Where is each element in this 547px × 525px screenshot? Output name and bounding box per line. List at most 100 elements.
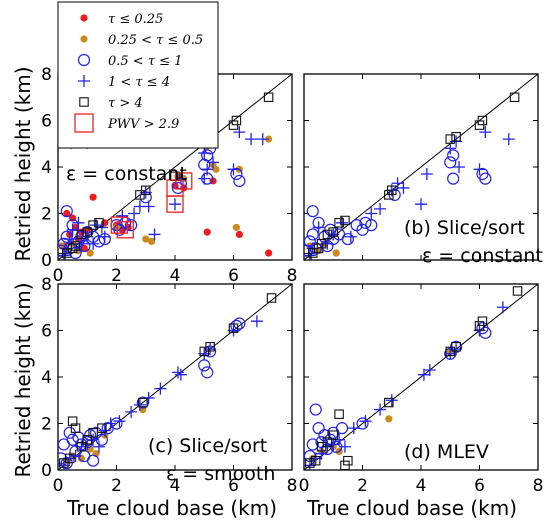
x-tick-label: 8	[287, 266, 298, 286]
point-tau_1_4	[128, 207, 141, 220]
point-tau_gt_4	[340, 215, 350, 226]
point-tau_025_05	[332, 249, 340, 257]
point-tau_1_4	[198, 147, 211, 160]
point-tau_gt_4	[334, 218, 344, 228]
point-tau_gt_4	[386, 185, 397, 196]
point-tau_gt_4	[451, 342, 461, 352]
point-tau_gt_4	[70, 423, 81, 433]
points	[58, 293, 277, 470]
x-tick-label: 4	[416, 476, 427, 496]
point-tau_gt_4	[138, 397, 148, 408]
point-pwv	[110, 216, 129, 234]
point-tau_gt_4	[266, 293, 277, 303]
point-tau_1_4	[374, 403, 387, 416]
x-tick-label: 0	[53, 476, 64, 496]
legend-entry: 1 < τ ≤ 4	[78, 75, 170, 90]
point-tau_1_4	[359, 415, 372, 428]
point-tau_05_1	[306, 228, 319, 241]
legend-entry: 0.25 < τ ≤ 0.5	[80, 33, 203, 48]
point-tau_le_025	[80, 244, 88, 252]
x-tick-label: 2	[111, 476, 122, 496]
panel-label-d: (d) MLEV	[404, 441, 489, 463]
point-tau_gt_4	[477, 316, 488, 326]
y-tick-label: 8	[41, 275, 52, 295]
panel-label-b: (b) Slice/sort	[404, 217, 525, 239]
point-tau_gt_4	[328, 430, 338, 440]
panel-label-c: (c) Slice/sort	[148, 435, 267, 457]
point-tau_1_4	[473, 163, 486, 176]
point-tau_1_4	[365, 207, 378, 220]
point-tau_gt_4	[334, 409, 344, 419]
point-tau_gt_4	[67, 243, 78, 254]
point-tau_1_4	[321, 237, 334, 250]
legend-marker	[74, 113, 94, 133]
legend-box	[57, 1, 219, 149]
point-tau_gt_4	[263, 92, 274, 103]
x-tick-label: 6	[228, 266, 239, 286]
legend-marker	[77, 53, 91, 67]
point-tau_1_4	[385, 394, 398, 407]
point-tau_gt_4	[231, 115, 242, 126]
y-tick-label: 6	[41, 112, 52, 132]
x-tick-label: 0	[299, 476, 310, 496]
point-tau_1_4	[502, 133, 515, 146]
point-tau_le_025	[235, 230, 243, 239]
point-tau_025_05	[385, 415, 393, 423]
legend-marker	[79, 97, 89, 107]
point-tau_1_4	[58, 249, 70, 260]
point-tau_1_4	[148, 228, 161, 241]
legend-entry: τ > 4	[79, 96, 143, 111]
legend-entry: PWV > 2.9	[74, 113, 179, 133]
x-tick-label: 4	[170, 266, 181, 286]
legend-marker	[80, 14, 88, 22]
points	[58, 92, 274, 260]
panel-sublabel-c: ε = smooth	[166, 463, 275, 485]
point-tau_1_4	[227, 163, 240, 176]
point-tau_05_1	[201, 149, 214, 162]
point-tau_05_1	[60, 230, 73, 243]
point-tau_gt_4	[328, 227, 338, 237]
point-tau_gt_4	[205, 342, 215, 352]
legend-label: τ > 4	[108, 96, 143, 111]
point-tau_gt_4	[64, 453, 75, 464]
y-tick-label: 4	[41, 158, 52, 178]
point-tau_1_4	[72, 216, 85, 229]
panel-d: 0 2 4 6 8 (d) MLEV	[299, 283, 543, 496]
point-tau_1_4	[347, 422, 360, 435]
point-tau_05_1	[198, 359, 211, 372]
point-tau_05_1	[306, 438, 319, 451]
point-tau_05_1	[444, 156, 457, 169]
legend-label: 0.5 < τ ≤ 1	[108, 54, 182, 69]
point-tau_gt_4	[451, 132, 461, 142]
point-pwv	[116, 221, 134, 239]
point-tau_1_4	[125, 405, 138, 418]
point-tau_1_4	[174, 368, 187, 381]
y-tick-label: 8	[41, 65, 52, 85]
point-tau_1_4	[312, 221, 325, 234]
point-tau_05_1	[309, 403, 322, 416]
point-tau_1_4	[256, 133, 269, 146]
y-tick-label: 2	[41, 205, 52, 225]
point-tau_1_4	[63, 233, 76, 246]
legend-marker	[80, 35, 88, 43]
panel-sublabel-b: ε = constant	[422, 245, 543, 267]
y-tick-label: 0	[41, 461, 52, 481]
point-tau_05_1	[356, 417, 369, 430]
point-tau_1_4	[116, 209, 129, 222]
point-tau_gt_4	[82, 227, 93, 237]
point-tau_05_1	[359, 216, 372, 229]
point-tau_1_4	[92, 440, 105, 453]
point-tau_1_4	[154, 382, 167, 395]
point-tau_gt_4	[70, 241, 81, 251]
point-tau_1_4	[142, 200, 155, 213]
point-tau_05_1	[230, 319, 243, 332]
x-tick-label: 6	[228, 476, 239, 496]
points	[304, 92, 520, 260]
point-tau_gt_4	[509, 92, 520, 103]
legend-label: 0.25 < τ ≤ 0.5	[108, 33, 203, 48]
point-tau_gt_4	[94, 218, 104, 228]
point-tau_1_4	[344, 230, 357, 243]
point-tau_05_1	[479, 172, 492, 185]
point-tau_1_4	[423, 364, 436, 377]
one-to-one-line	[303, 283, 539, 471]
